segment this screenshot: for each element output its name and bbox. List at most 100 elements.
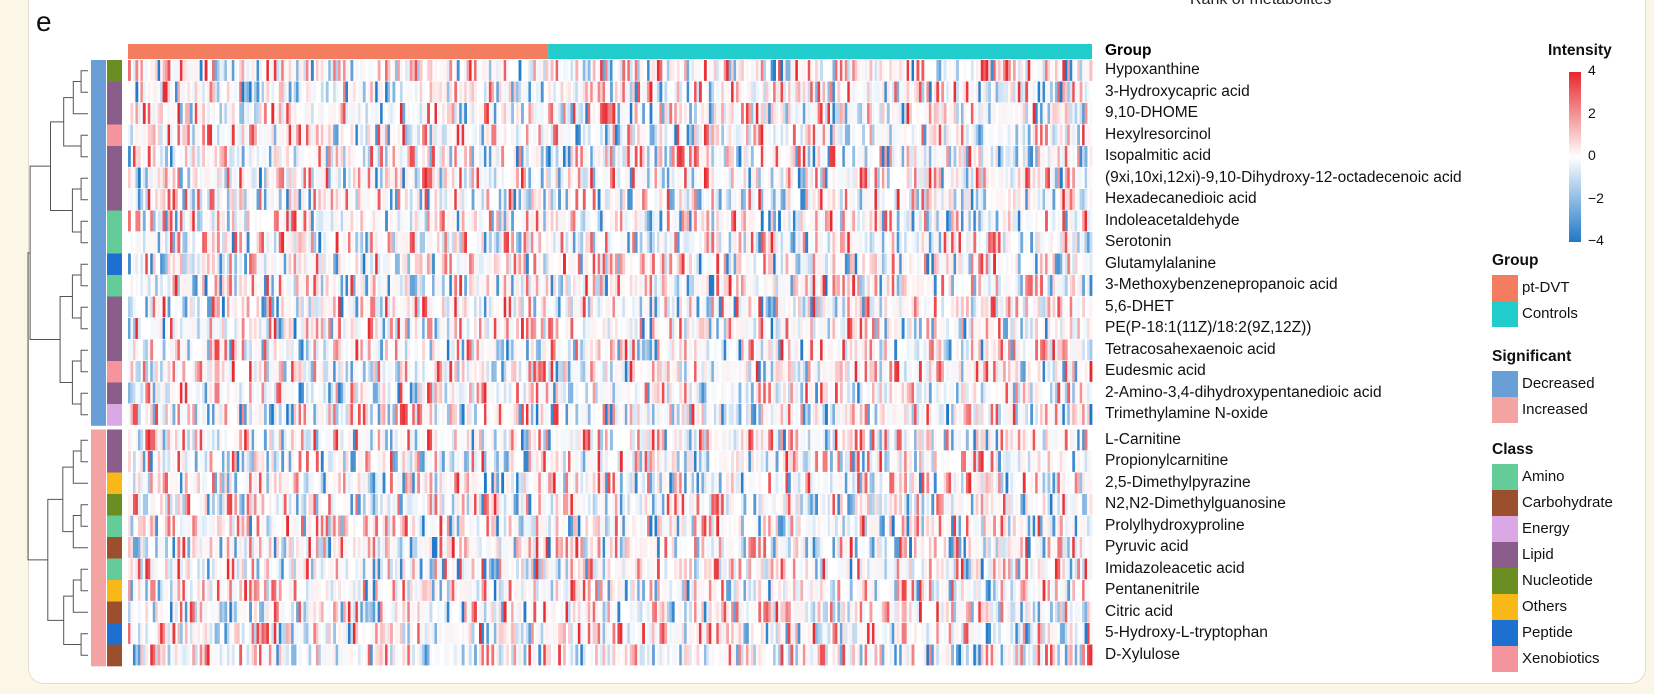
heatmap-cell (679, 339, 683, 361)
heatmap-cell (664, 253, 668, 275)
heatmap-cell (268, 124, 272, 146)
heatmap-cell (797, 60, 801, 81)
heatmap-cell (412, 60, 416, 81)
heatmap-cell (896, 318, 900, 339)
heatmap-cell (610, 103, 613, 124)
heatmap-cell (202, 382, 206, 404)
heatmap-cell (397, 318, 401, 339)
heatmap-cell (199, 275, 203, 296)
heatmap-cell (585, 382, 589, 404)
heatmap-cell (550, 146, 554, 167)
heatmap-cell (377, 210, 381, 232)
heatmap-cell (993, 167, 996, 189)
heatmap-cell (689, 232, 692, 253)
heatmap-cell (703, 146, 707, 167)
heatmap-cell (656, 318, 660, 339)
heatmap-cell (207, 81, 210, 103)
heatmap-cell (768, 60, 772, 81)
heatmap-cell (916, 167, 920, 189)
heatmap-cell (347, 103, 351, 124)
heatmap-cell (614, 124, 618, 146)
heatmap-cell (224, 318, 228, 339)
heatmap-cell (370, 318, 374, 339)
heatmap-cell (619, 361, 623, 382)
heatmap-cell (251, 81, 255, 103)
heatmap-cell (649, 103, 653, 124)
heatmap-cell (587, 361, 591, 382)
heatmap-cell (928, 361, 932, 382)
heatmap-cell (654, 189, 658, 210)
heatmap-cell (1082, 253, 1085, 275)
heatmap-cell (1064, 146, 1068, 167)
heatmap-cell (281, 318, 285, 339)
heatmap-cell (886, 339, 890, 361)
heatmap-cell (377, 167, 381, 189)
heatmap-cell (1005, 60, 1009, 81)
heatmap-cell (543, 189, 547, 210)
heatmap-cell (926, 361, 930, 382)
heatmap-cell (582, 81, 586, 103)
heatmap-cell (748, 81, 752, 103)
heatmap-cell (414, 210, 418, 232)
heatmap-cell (229, 189, 233, 210)
heatmap-cell (580, 146, 584, 167)
heatmap-cell (995, 60, 999, 81)
heatmap-cell (550, 81, 554, 103)
heatmap-cell (998, 339, 1001, 361)
heatmap-cell (612, 210, 616, 232)
heatmap-cell (644, 167, 648, 189)
heatmap-cell (807, 167, 811, 189)
heatmap-cell (370, 232, 374, 253)
heatmap-cell (474, 253, 477, 275)
heatmap-cell (1003, 275, 1006, 296)
heatmap-cell (671, 189, 675, 210)
heatmap-cell (548, 81, 552, 103)
heatmap-cell (414, 296, 418, 318)
heatmap-cell (456, 361, 460, 382)
heatmap-cell (770, 189, 774, 210)
heatmap-cell (926, 167, 930, 189)
heatmap-cell (775, 146, 779, 167)
heatmap-cell (820, 361, 823, 382)
heatmap-cell (607, 146, 611, 167)
heatmap-cell (706, 81, 710, 103)
heatmap-cell (565, 60, 569, 81)
heatmap-cell (429, 296, 433, 318)
heatmap-cell (775, 275, 779, 296)
heatmap-cell (286, 318, 290, 339)
heatmap-cell (624, 296, 628, 318)
heatmap-cell (745, 189, 749, 210)
heatmap-cell (671, 275, 675, 296)
heatmap-cell (975, 253, 979, 275)
heatmap-cell (1047, 296, 1051, 318)
heatmap-cell (1059, 232, 1063, 253)
heatmap-cell (837, 103, 841, 124)
heatmap-cell (1062, 318, 1066, 339)
heatmap-cell (533, 146, 537, 167)
heatmap-cell (993, 253, 996, 275)
heatmap-cell (1007, 210, 1011, 232)
heatmap-cell (310, 210, 314, 232)
heatmap-cell (162, 296, 166, 318)
heatmap-cell (525, 275, 529, 296)
heatmap-cell (414, 382, 418, 404)
heatmap-cell (137, 318, 141, 339)
heatmap-cell (933, 81, 937, 103)
heatmap-cell (686, 275, 690, 296)
heatmap-cell (303, 60, 307, 81)
heatmap-cell (968, 167, 972, 189)
heatmap-cell (1049, 232, 1053, 253)
heatmap-cell (1030, 60, 1034, 81)
heatmap-cell (493, 210, 497, 232)
heatmap-cell (483, 189, 487, 210)
heatmap-cell (397, 189, 401, 210)
heatmap-cell (948, 232, 952, 253)
heatmap-cell (140, 210, 144, 232)
heatmap-cell (666, 382, 670, 404)
heatmap-cell (301, 361, 304, 382)
heatmap-cells (128, 60, 1093, 666)
heatmap-cell (652, 296, 655, 318)
heatmap-cell (671, 318, 675, 339)
heatmap-cell (530, 60, 534, 81)
heatmap-cell (540, 103, 544, 124)
